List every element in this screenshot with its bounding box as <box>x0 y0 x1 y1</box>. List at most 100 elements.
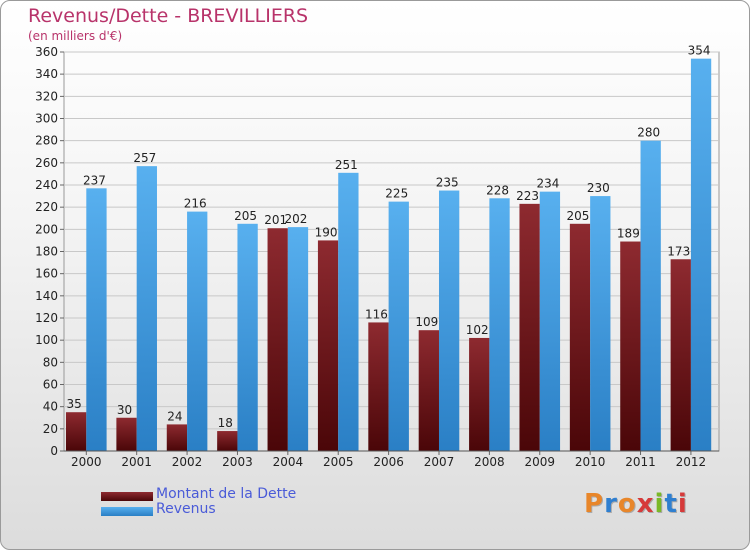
x-tick-label: 2008 <box>474 455 505 469</box>
data-label: 228 <box>486 183 509 197</box>
bar-revenus <box>237 223 258 451</box>
y-tick-label: 340 <box>35 67 58 81</box>
bar-revenus <box>388 201 409 451</box>
x-tick-label: 2009 <box>524 455 555 469</box>
data-label: 102 <box>466 323 489 337</box>
logo-letter: r <box>604 489 618 519</box>
data-label: 201 <box>264 213 287 227</box>
x-tick-label: 2006 <box>373 455 404 469</box>
x-tick-label: 2005 <box>323 455 354 469</box>
data-label: 30 <box>117 403 132 417</box>
logo-letter: i <box>654 489 665 519</box>
data-label: 280 <box>637 126 660 140</box>
data-label: 237 <box>83 173 106 187</box>
legend-label-revenus: Revenus <box>156 501 216 517</box>
x-tick-label: 2000 <box>71 455 102 469</box>
bar-revenus <box>287 227 309 451</box>
data-label: 225 <box>385 187 408 201</box>
bar-dette <box>116 417 137 451</box>
bar-dette <box>670 259 691 451</box>
bar-revenus <box>690 58 712 452</box>
data-label: 216 <box>184 197 207 211</box>
x-tick-label: 2003 <box>222 455 253 469</box>
logo-letter: i <box>677 489 688 519</box>
y-tick-label: 180 <box>35 245 58 259</box>
x-tick-label: 2011 <box>625 455 656 469</box>
logo-letter: t <box>664 489 678 519</box>
bar-revenus <box>86 188 107 451</box>
proxiti-logo: Proxiti <box>584 489 688 519</box>
bar-dette <box>620 241 641 451</box>
y-tick-label: 120 <box>35 311 58 325</box>
bar-revenus <box>640 140 661 451</box>
data-label: 109 <box>415 315 438 329</box>
legend-swatch-dette <box>101 492 153 501</box>
bar-revenus <box>590 196 611 451</box>
bar-revenus <box>539 191 561 451</box>
bar-revenus <box>136 166 157 452</box>
x-tick-label: 2002 <box>172 455 203 469</box>
bar-dette <box>469 337 490 451</box>
y-tick-label: 20 <box>43 422 58 436</box>
data-label: 190 <box>315 225 338 239</box>
data-label: 251 <box>335 158 358 172</box>
chart-title: Revenus/Dette - BREVILLIERS <box>28 5 309 27</box>
legend-label-dette: Montant de la Dette <box>156 486 297 502</box>
x-axis: 2000 2001 2002 2003 2004 2005 2006 2007 2008 2009… <box>64 450 719 469</box>
x-tick-label: 2012 <box>676 455 707 469</box>
x-tick-label: 2007 <box>424 455 455 469</box>
y-tick-label: 200 <box>35 222 58 236</box>
x-tick-label: 2004 <box>273 455 304 469</box>
data-label: 234 <box>536 177 559 191</box>
y-tick-label: 0 <box>50 444 58 458</box>
bar-dette <box>217 431 238 451</box>
data-label: 230 <box>587 181 610 195</box>
data-label: 223 <box>516 189 539 203</box>
bar-revenus <box>187 211 208 451</box>
bar-dette <box>569 223 591 451</box>
legend-swatch-revenus <box>101 507 153 516</box>
bar-dette <box>317 240 339 451</box>
bar-dette <box>519 203 540 451</box>
data-label: 24 <box>167 409 182 423</box>
data-label: 18 <box>218 416 233 430</box>
bar-dette <box>418 330 439 451</box>
y-tick-label: 40 <box>43 400 58 414</box>
data-label: 202 <box>285 212 308 226</box>
logo-letter: o <box>617 489 637 519</box>
y-tick-label: 160 <box>35 267 58 281</box>
y-tick-label: 360 <box>35 45 58 59</box>
y-axis: 0 20 40 60 80 100 120 140 160 180 200 220 240 260 280 3… <box>35 45 64 458</box>
data-label: 189 <box>617 227 640 241</box>
data-label: 257 <box>133 151 156 165</box>
bar-revenus <box>489 198 510 451</box>
y-tick-label: 240 <box>35 178 58 192</box>
data-label: 173 <box>667 244 690 258</box>
y-tick-label: 300 <box>35 112 58 126</box>
logo-letter: P <box>584 489 605 519</box>
y-tick-label: 320 <box>35 89 58 103</box>
bar-dette <box>166 424 188 451</box>
y-tick-label: 80 <box>43 355 58 369</box>
logo-letter: x <box>636 489 655 519</box>
data-label: 205 <box>567 209 590 223</box>
data-label: 116 <box>365 307 388 321</box>
bar-dette <box>368 322 389 451</box>
y-tick-label: 260 <box>35 156 58 170</box>
x-tick-label: 2010 <box>575 455 606 469</box>
y-tick-label: 280 <box>35 134 58 148</box>
data-label: 235 <box>436 176 459 190</box>
y-tick-label: 100 <box>35 333 58 347</box>
bar-dette <box>66 412 87 451</box>
data-label: 205 <box>234 209 257 223</box>
y-tick-label: 60 <box>43 378 58 392</box>
bar-dette <box>267 228 288 451</box>
y-tick-label: 140 <box>35 289 58 303</box>
chart-subtitle: (en milliers d'€) <box>28 29 123 43</box>
bar-revenus <box>338 172 359 451</box>
data-label: 35 <box>67 397 82 411</box>
bar-revenus <box>438 190 460 451</box>
